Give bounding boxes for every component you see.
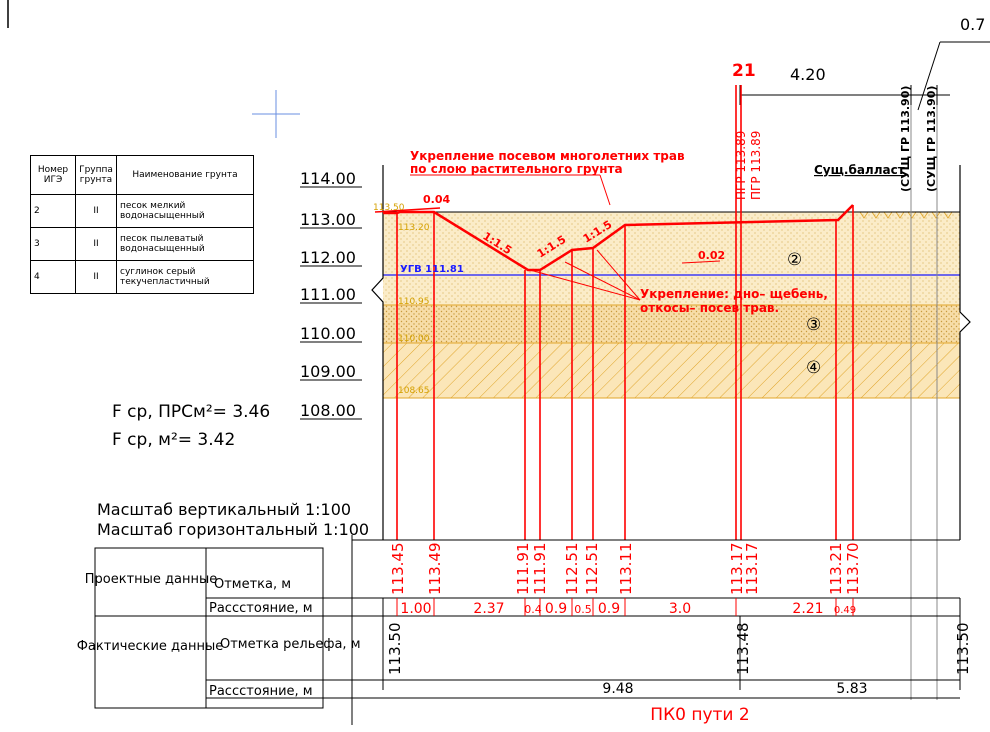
design-elev-9: 113.21 [827,543,845,596]
pgr-label-a: ПГР 113.89 [734,131,748,200]
header-num: Номер ИГЭ [30,155,76,195]
design-elev-7: 113.17 [728,543,746,596]
vertical-scale: Масштаб вертикальный 1:100 [97,500,352,519]
design-distances: 1.00 2.37 0.4 0.9 0.5 0.9 3.0 2.21 0.49 [400,601,856,617]
actual-elevations: 113.50 113.48 113.50 [386,623,972,676]
design-elev-3: 111.91 [531,543,549,596]
actual-elev-1: 113.48 [734,623,752,676]
area-prs-note: F ср, ПРСм²= 3.46 [112,402,271,422]
table-row: 2 II песок мелкий водонасыщенный [30,194,254,228]
area-m2-note: F ср, м²= 3.42 [112,430,236,450]
design-dist-6: 3.0 [669,601,691,617]
design-data-label: Проектные данные [85,572,218,587]
strengthening-note-line2: откосы– посев трав. [640,301,779,315]
existing-grade-a: (СУЩ ГР 113.90) [899,86,912,192]
axis-label-108: 108.00 [300,401,356,420]
soil-layer-4 [383,343,960,398]
picket-footer: ПК0 пути 2 [650,705,749,725]
design-dist-3: 0.9 [545,601,567,617]
crosshair-cursor [252,90,300,138]
layer-marks: 113.50 113.20 110.95 110.00 108.65 [373,203,430,396]
elevation-axis: 114.00 113.00 112.00 111.00 110.00 109.0… [300,169,362,420]
top-dimension: 4.20 0.7 21 [732,15,990,111]
actual-elevation-label: Отметка рельефа, м [220,637,361,652]
axis-label-112: 112.00 [300,248,356,267]
left-frame-break [371,165,384,540]
pgr-label-b: ПГР 113.89 [749,131,763,200]
slope-label-b: 0.02 [698,249,725,262]
design-dist-2: 0.4 [524,603,542,616]
actual-elev-2: 113.50 [954,623,972,676]
horizontal-scale: Масштаб горизонтальный 1:100 [97,520,370,539]
design-elevation-label: Отметка, м [214,577,291,592]
actual-dist-1: 5.83 [836,681,867,697]
design-dist-7: 2.21 [792,601,823,617]
actual-distance-label: Рассстояние, м [209,684,313,699]
actual-data-label: Фактические данные [77,639,224,654]
table-row: 4 II суглинок серый текучепластичный [30,260,254,294]
svg-text:110.95: 110.95 [398,297,430,307]
svg-text:110.00: 110.00 [398,334,430,344]
axis-label-113: 113.00 [300,210,356,229]
design-distance-label: Рассстояние, м [209,601,313,616]
actual-dist-0: 9.48 [602,681,633,697]
design-dist-5: 0.9 [598,601,620,617]
design-elev-4: 112.51 [563,543,581,596]
soil-layer-3 [383,305,960,343]
strengthening-note-line1: Укрепление: дно– щебень, [640,287,828,301]
width-dimension: 4.20 [790,65,826,84]
svg-text:108.65: 108.65 [398,386,430,396]
design-elev-1: 113.49 [426,543,444,596]
station-number: 21 [732,61,756,81]
axis-label-111: 111.00 [300,285,356,304]
existing-grade-b: (СУЩ ГР 113.90) [925,86,938,192]
ballast-label: Сущ.балласт [814,163,905,177]
svg-text:113.50: 113.50 [373,203,405,213]
design-elev-6: 113.11 [617,543,635,596]
design-elevations: 113.45 113.49 111.91 111.91 112.51 112.5… [389,543,862,596]
right-frame-break [959,165,971,540]
soil-layer-2 [383,212,960,305]
layer-number-2: ② [787,250,802,270]
design-elev-5: 112.51 [583,543,601,596]
groundwater-label: УГВ 111.81 [400,264,464,275]
design-distance-ticks [396,598,854,616]
design-elev-2: 111.91 [514,543,532,596]
design-verticals [396,85,854,540]
design-dist-1: 2.37 [473,601,504,617]
design-elev-8: 113.17 [743,543,761,596]
slope-label-a: 0.04 [423,193,450,206]
bottom-table-grid [94,539,961,709]
svg-text:113.20: 113.20 [398,223,430,233]
seeding-note-line1: Укрепление посевом многолетних трав [410,149,685,163]
strengthening-leaders [410,174,641,301]
table-row: 3 II песок пылеватый водонасыщенный [30,227,254,261]
offset-dimension: 0.7 [960,15,985,34]
axis-label-109: 109.00 [300,362,356,381]
design-dist-8: 0.49 [834,605,856,616]
layer-number-4: ④ [806,358,821,378]
axis-label-114: 114.00 [300,169,356,188]
ballast-pattern [859,211,953,219]
header-group: Группа грунта [75,155,117,195]
seeding-note-line2: по слою растительного грунта [410,162,623,176]
design-dist-0: 1.00 [400,601,431,617]
design-elev-10: 113.70 [844,543,862,596]
actual-elev-0: 113.50 [386,623,404,676]
design-elev-0: 113.45 [389,543,407,596]
soil-table: Номер ИГЭ Группа грунта Наименование гру… [30,155,254,294]
axis-label-110: 110.00 [300,324,356,343]
layer-number-3: ③ [806,315,821,335]
design-dist-4: 0.5 [574,603,592,616]
header-name: Наименование грунта [116,155,254,195]
